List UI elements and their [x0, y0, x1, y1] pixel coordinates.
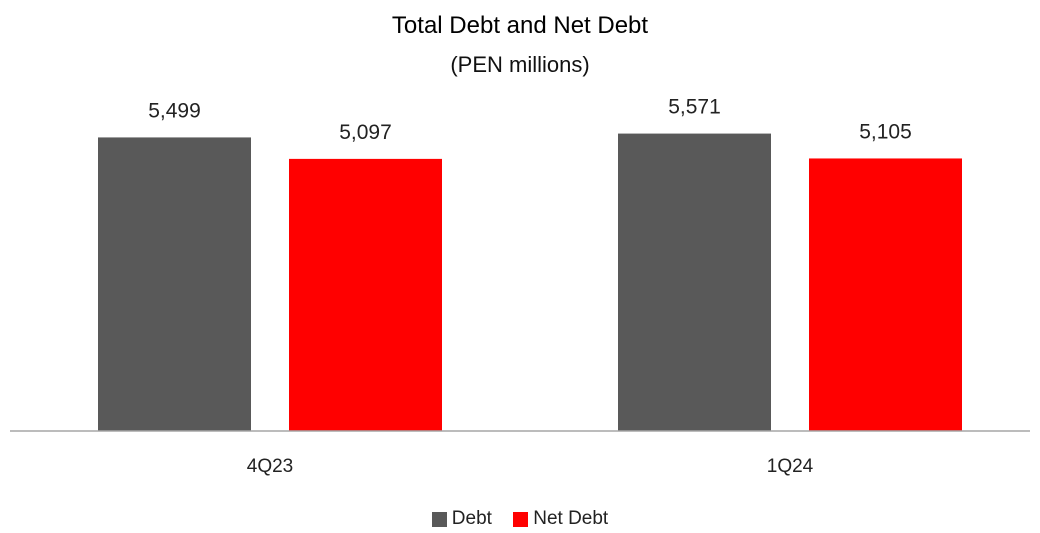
legend-item-debt: Debt: [431, 508, 492, 530]
legend-item-net-debt: Net Debt: [513, 508, 608, 530]
legend-swatch-debt: [431, 511, 447, 527]
chart-title: Total Debt and Net Debt: [391, 12, 649, 39]
chart-subtitle: (PEN millions): [450, 52, 590, 77]
bar-debt-1q24: [618, 133, 771, 431]
x-tick-label-1q24: 1Q24: [767, 456, 814, 477]
legend-label-debt: Debt: [451, 508, 492, 529]
x-tick-label-4q23: 4Q23: [247, 456, 293, 477]
bar-net-debt-1q24: [809, 158, 962, 432]
legend-swatch-net-debt: [513, 511, 529, 527]
bar-debt-4q23: [98, 137, 251, 431]
legend: Debt Net Debt: [0, 508, 1040, 533]
data-label-net-debt-4q23: 5,097: [339, 121, 392, 144]
bar-net-debt-4q23: [289, 158, 442, 431]
data-label-net-debt-1q24: 5,105: [859, 120, 912, 143]
data-label-debt-4q23: 5,499: [148, 99, 201, 122]
legend-label-net-debt: Net Debt: [533, 508, 609, 529]
data-label-debt-1q24: 5,571: [668, 96, 721, 119]
